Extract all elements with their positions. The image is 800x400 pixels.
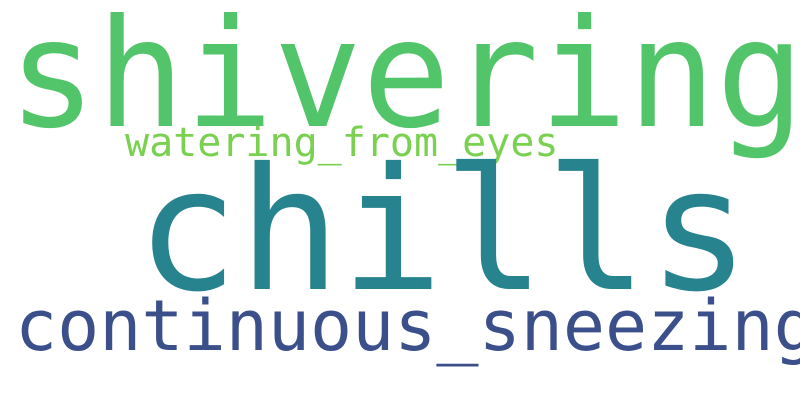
word-shivering: shivering	[8, 0, 800, 162]
word-chills: chills	[136, 132, 751, 330]
word-watering-from-eyes: watering_from_eyes	[125, 120, 559, 166]
word-continuous-sneezing: continuous_sneezing	[15, 285, 800, 367]
